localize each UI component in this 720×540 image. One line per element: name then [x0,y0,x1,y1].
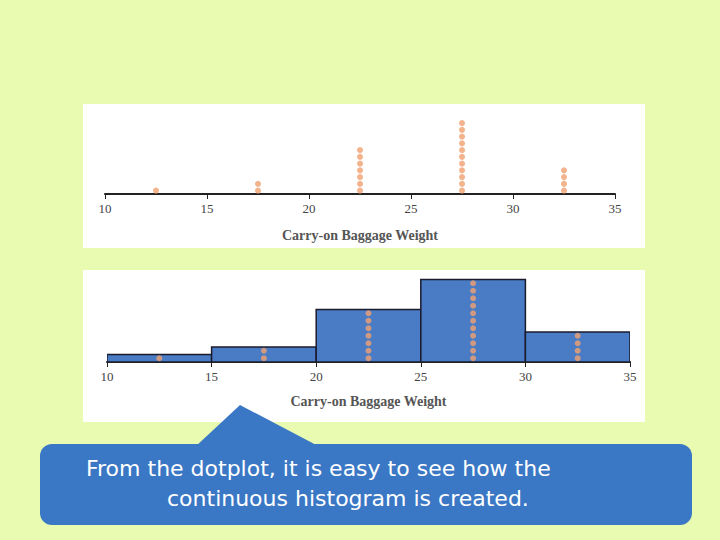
svg-text:20: 20 [303,201,316,216]
svg-text:15: 15 [205,369,218,384]
svg-text:Carry-on Baggage Weight: Carry-on Baggage Weight [282,228,438,243]
svg-text:35: 35 [624,369,637,384]
svg-text:15: 15 [201,201,214,216]
svg-text:30: 30 [519,369,532,384]
svg-text:20: 20 [310,369,323,384]
svg-text:10: 10 [101,369,114,384]
svg-text:25: 25 [414,369,427,384]
svg-text:10: 10 [99,201,112,216]
html-text:continuous histogram is create: continuous histogram is created. [167,486,529,511]
svg-text:Carry-on Baggage Weight: Carry-on Baggage Weight [290,394,446,409]
svg-text:30: 30 [507,201,520,216]
svg-text:35: 35 [609,201,622,216]
html-text:From the dotplot, it is easy t: From the dotplot, it is easy to see how … [86,456,551,481]
svg-text:25: 25 [405,201,418,216]
